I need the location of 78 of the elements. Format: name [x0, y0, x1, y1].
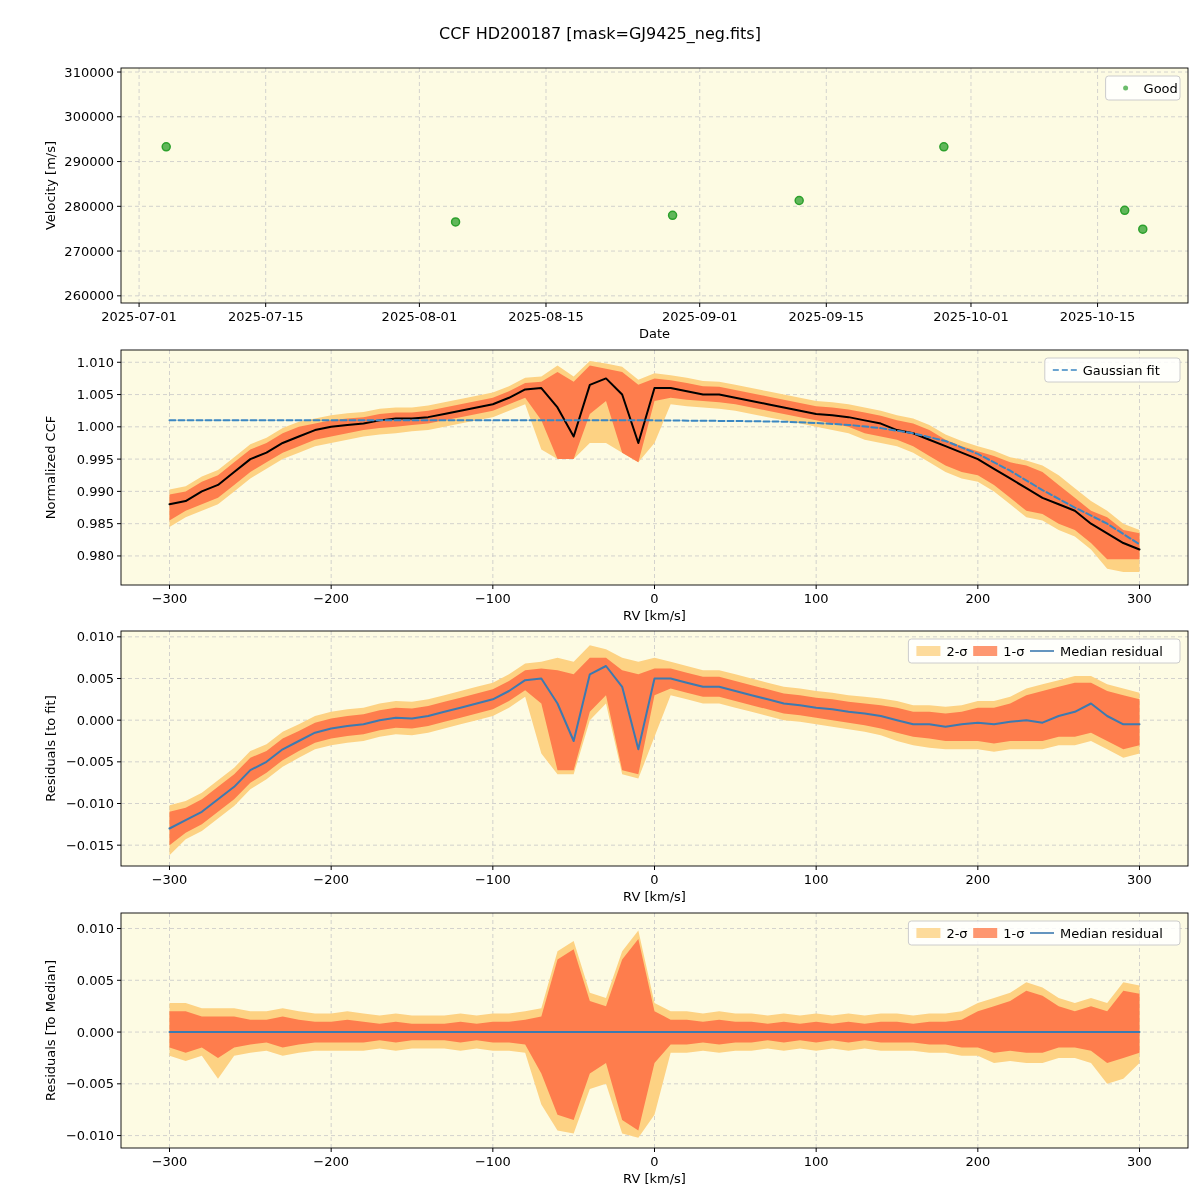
x-tick-label: −300 — [151, 872, 188, 887]
x-axis-title: Date — [638, 326, 671, 341]
y-tick-label: 0.995 — [76, 451, 114, 467]
y-tick-label: 260000 — [64, 288, 114, 304]
legend-label: 2-σ — [946, 643, 968, 659]
x-tick-label: 2025-08-15 — [508, 309, 584, 324]
x-tick-label: −100 — [474, 591, 511, 606]
point — [450, 217, 461, 227]
y-tick-label: 0.005 — [76, 972, 114, 988]
x-tick-label: 200 — [965, 1154, 991, 1169]
point — [1119, 205, 1130, 216]
y-tick-label: 310000 — [64, 64, 114, 80]
y-tick-label: 0.005 — [76, 671, 114, 686]
legend-label: Gaussian fit — [1082, 362, 1160, 378]
x-tick-label: 2025-07-01 — [101, 309, 177, 324]
y-tick-label: −0.010 — [65, 796, 114, 811]
x-tick-label: 200 — [965, 872, 991, 887]
y-tick-label: 0.000 — [76, 712, 114, 728]
x-tick-label: 0 — [650, 591, 659, 606]
y-axis-title: Residuals [To Median] — [43, 959, 58, 1102]
y-tick-label: −0.015 — [65, 837, 114, 853]
y-tick-label: 1.005 — [76, 387, 114, 403]
x-tick-label: −200 — [313, 591, 350, 606]
x-tick-label: 100 — [803, 591, 829, 606]
x-tick-label: 2025-07-15 — [227, 309, 304, 324]
x-tick-label: 2025-09-15 — [788, 309, 865, 324]
line-series — [168, 419, 1141, 546]
x-tick-label: 0 — [650, 1154, 659, 1169]
y-tick-label: 1.010 — [76, 354, 114, 370]
x-tick-label: 0 — [650, 872, 659, 887]
point — [794, 195, 804, 206]
y-tick-label: 0.010 — [76, 629, 114, 645]
x-axis-title: RV [km/s] — [623, 889, 686, 904]
legend-label: 2-σ — [946, 925, 968, 941]
y-tick-label: 0.000 — [76, 1024, 114, 1040]
y-tick-label: 280000 — [64, 198, 114, 214]
x-tick-label: −100 — [474, 1154, 511, 1169]
y-tick-label: −0.005 — [65, 754, 114, 770]
x-tick-label: −300 — [151, 591, 188, 606]
y-axis-title: Residuals [to fit] — [43, 695, 58, 802]
y-tick-label: 0.980 — [76, 548, 114, 564]
x-tick-label: −100 — [474, 872, 511, 887]
y-tick-label: 0.010 — [76, 921, 114, 937]
x-axis-title: RV [km/s] — [623, 608, 686, 623]
x-tick-label: −200 — [313, 872, 350, 887]
x-tick-label: 2025-10-15 — [1059, 309, 1136, 324]
x-tick-label: 300 — [1127, 591, 1152, 606]
point — [939, 142, 949, 152]
x-tick-label: 2025-08-01 — [381, 309, 458, 324]
x-tick-label: 300 — [1127, 1154, 1152, 1169]
x-tick-label: −300 — [151, 1154, 188, 1169]
point — [161, 142, 171, 152]
x-tick-label: 2025-09-01 — [661, 309, 738, 324]
y-tick-label: 290000 — [64, 154, 114, 170]
y-tick-label: 0.990 — [76, 483, 114, 499]
y-axis-title: Velocity [m/s] — [43, 140, 58, 231]
y-axis-title: Normalized CCF — [43, 415, 58, 520]
x-tick-label: 100 — [803, 1154, 829, 1169]
y-tick-label: −0.005 — [65, 1076, 114, 1092]
legend-label: 1-σ — [1003, 925, 1025, 941]
y-tick-label: −0.010 — [65, 1128, 114, 1144]
legend-label: Median residual — [1060, 925, 1163, 941]
x-tick-label: 100 — [803, 872, 829, 887]
x-axis-title: RV [km/s] — [623, 1171, 686, 1186]
x-tick-label: −200 — [313, 1154, 350, 1169]
x-tick-label: 200 — [965, 591, 991, 606]
y-tick-label: 1.000 — [76, 419, 114, 435]
y-tick-label: 270000 — [64, 243, 114, 259]
y-tick-label: 0.985 — [76, 516, 114, 532]
text: Good — [1143, 80, 1178, 96]
y-tick-label: 300000 — [64, 109, 114, 125]
x-tick-label: 2025-10-01 — [933, 309, 1009, 324]
point — [1138, 224, 1148, 234]
legend-label: Median residual — [1060, 643, 1163, 659]
x-tick-label: 300 — [1127, 872, 1152, 887]
chart-title: CCF HD200187 [mask=GJ9425_neg.fits] — [439, 24, 761, 44]
legend-label: 1-σ — [1003, 643, 1025, 659]
point — [667, 210, 678, 221]
